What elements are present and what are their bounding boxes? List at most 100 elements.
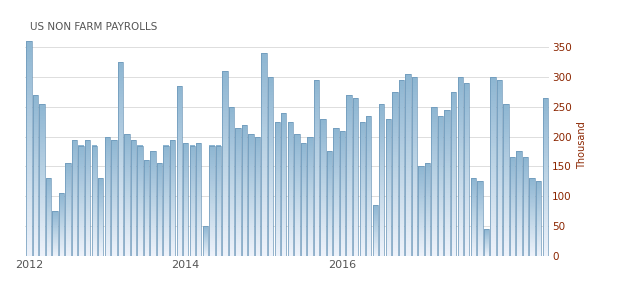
Bar [307,230,313,232]
Bar [379,215,384,218]
Bar [144,168,149,170]
Bar [405,247,411,250]
Bar [203,251,208,252]
Bar [477,250,482,251]
Bar [412,104,417,107]
Bar [261,104,267,107]
Bar [281,115,286,117]
Bar [333,157,339,160]
Bar [320,174,326,176]
Bar [72,219,77,221]
Bar [105,186,110,188]
Bar [137,254,143,256]
Bar [111,186,117,188]
Bar [281,223,286,225]
Bar [118,195,123,198]
Bar [425,217,430,219]
Bar [288,240,293,243]
Bar [66,191,71,193]
Bar [131,215,136,217]
Bar [457,202,463,205]
Bar [464,221,469,224]
Bar [203,230,208,231]
Bar [46,252,51,253]
Bar [118,91,123,94]
Bar [157,193,162,194]
Bar [229,109,234,112]
Bar [137,247,143,249]
Bar [144,219,149,221]
Bar [373,234,378,235]
Bar [157,219,162,221]
Bar [333,200,339,203]
Bar [261,158,267,161]
Bar [359,218,365,220]
Bar [190,146,195,147]
Bar [248,142,254,144]
Bar [405,74,411,256]
Bar [183,231,188,233]
Bar [366,200,371,202]
Bar [177,171,182,174]
Bar [190,249,195,251]
Bar [444,210,450,212]
Bar [275,146,280,148]
Bar [386,240,391,242]
Bar [163,234,169,236]
Bar [490,131,495,134]
Bar [268,232,273,235]
Bar [32,170,38,173]
Bar [124,213,130,215]
Bar [294,248,300,250]
Bar [392,141,397,144]
Bar [85,227,90,229]
Bar [124,252,130,254]
Bar [333,190,339,192]
Bar [196,150,202,152]
Bar [405,186,411,189]
Bar [183,237,188,239]
Bar [105,164,110,166]
Bar [52,230,57,231]
Bar [470,186,476,187]
Bar [85,235,90,237]
Bar [444,175,450,178]
Bar [150,218,156,219]
Bar [281,194,286,196]
Bar [425,208,430,210]
Bar [242,199,247,201]
Bar [85,173,90,175]
Bar [111,192,117,194]
Bar [333,136,339,138]
Bar [477,215,482,216]
Bar [39,243,45,246]
Bar [386,119,391,121]
Bar [79,158,84,160]
Bar [32,253,38,256]
Bar [137,177,143,179]
Bar [170,169,175,171]
Bar [222,77,228,80]
Bar [536,222,542,224]
Bar [26,210,32,213]
Bar [379,119,384,121]
Bar [288,187,293,189]
Bar [386,249,391,251]
Bar [327,172,332,174]
Bar [412,152,417,155]
Bar [124,187,130,189]
Bar [314,139,319,141]
Bar [536,247,542,249]
Bar [92,252,97,254]
Bar [438,216,443,219]
Bar [529,225,535,226]
Bar [517,190,522,191]
Bar [85,143,90,145]
Bar [124,142,130,144]
Bar [92,160,97,162]
Bar [144,176,149,178]
Bar [268,220,273,223]
Bar [346,221,352,224]
Bar [196,165,202,167]
Bar [268,247,273,250]
